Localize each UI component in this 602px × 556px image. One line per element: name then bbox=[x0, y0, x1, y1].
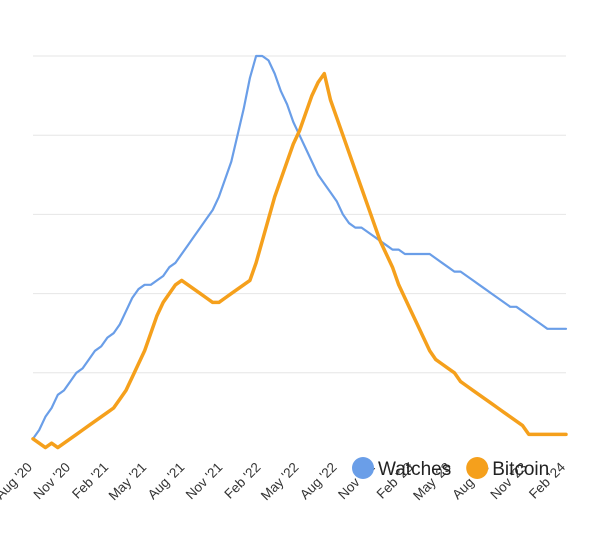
x-tick-label: Aug '22 bbox=[297, 460, 340, 503]
legend: Watches Bitcoin bbox=[352, 457, 549, 480]
x-tick-label: Aug '21 bbox=[145, 460, 188, 503]
x-tick-label: Aug '20 bbox=[0, 460, 35, 503]
x-tick-label: Feb '21 bbox=[69, 460, 111, 502]
legend-label-bitcoin: Bitcoin bbox=[492, 459, 549, 480]
series-line-watches bbox=[31, 54, 568, 440]
x-tick-label: Nov '20 bbox=[31, 460, 74, 503]
x-tick-label: Feb '22 bbox=[221, 460, 263, 502]
legend-marker-watches bbox=[352, 457, 374, 479]
x-tick-label: May '21 bbox=[106, 460, 150, 504]
legend-label-watches: Watches bbox=[378, 459, 451, 480]
legend-marker-bitcoin bbox=[466, 457, 489, 479]
x-tick-label: May '22 bbox=[258, 460, 302, 504]
gridlines bbox=[33, 55, 566, 374]
x-tick-label: Nov '21 bbox=[183, 460, 226, 503]
series-line-bitcoin bbox=[31, 71, 568, 450]
series-lines bbox=[31, 54, 568, 450]
